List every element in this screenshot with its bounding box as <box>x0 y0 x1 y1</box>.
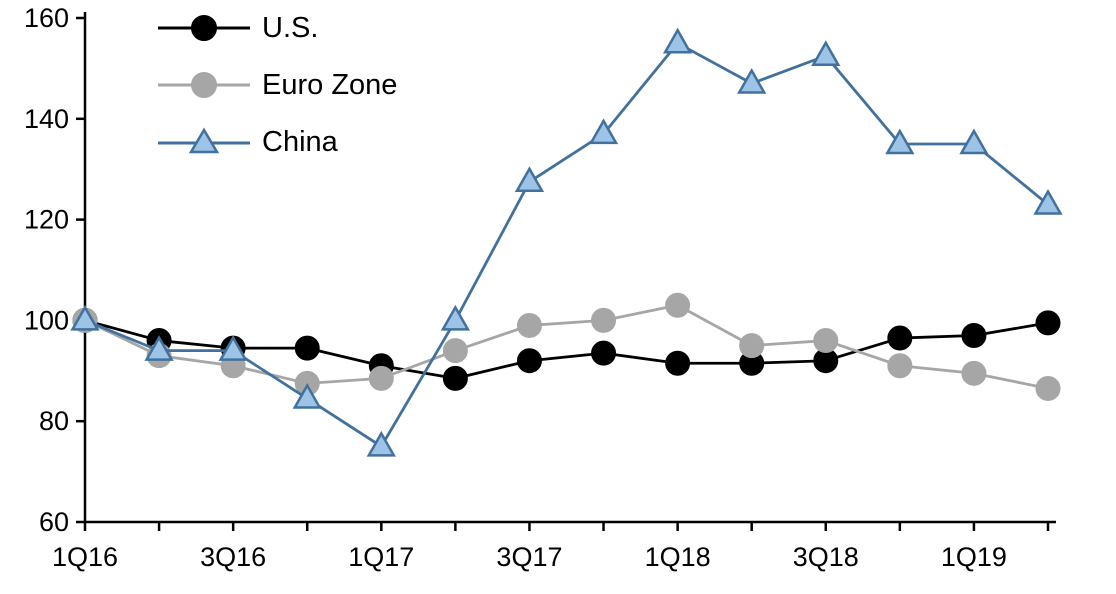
legend-label-us: U.S. <box>262 11 319 44</box>
y-axis-tick-label: 100 <box>24 305 69 335</box>
data-point-marker <box>961 360 987 386</box>
y-axis-tick-label: 120 <box>24 205 69 235</box>
legend-label-china: China <box>262 125 338 158</box>
y-axis-tick-label: 140 <box>24 104 69 134</box>
us-series-marker-icon <box>158 15 250 41</box>
data-point-marker <box>1033 188 1063 215</box>
x-axis-tick-label: 3Q16 <box>200 542 266 572</box>
series-line-euro-zone <box>84 303 1049 390</box>
data-point-marker <box>885 128 915 155</box>
data-point-marker <box>292 382 322 409</box>
data-point-marker <box>514 166 545 193</box>
data-point-marker <box>887 353 913 379</box>
data-point-marker <box>144 335 174 361</box>
data-point-marker <box>588 118 619 145</box>
data-point-marker <box>739 333 765 359</box>
legend-item-us: U.S. <box>158 10 397 46</box>
data-point-marker <box>70 304 100 331</box>
legend-item-eurozone: Euro Zone <box>158 67 397 103</box>
data-point-marker <box>591 340 617 366</box>
x-axis-tick-label: 3Q17 <box>496 542 562 572</box>
data-point-marker <box>961 323 987 349</box>
data-point-marker <box>1035 375 1061 401</box>
data-point-marker <box>959 128 989 155</box>
data-point-marker <box>516 348 542 374</box>
data-point-marker <box>665 350 691 376</box>
y-axis-tick-label: 60 <box>39 507 69 537</box>
data-point-marker <box>662 27 693 54</box>
data-point-marker <box>737 67 767 94</box>
x-axis-tick-label: 1Q18 <box>645 542 711 572</box>
x-axis-tick-label: 1Q16 <box>52 542 118 572</box>
data-point-marker <box>813 328 839 354</box>
data-point-marker <box>294 335 320 361</box>
data-point-marker <box>811 40 841 67</box>
legend-item-china: China <box>158 124 397 160</box>
data-point-marker <box>1035 310 1061 336</box>
y-axis-tick-label: 80 <box>39 406 69 436</box>
chart-legend: U.S. Euro Zone China <box>158 10 397 160</box>
y-axis-tick-label: 160 <box>24 3 69 33</box>
legend-label-eurozone: Euro Zone <box>262 68 398 101</box>
data-point-marker <box>440 304 471 331</box>
china-series-marker-icon <box>158 127 250 154</box>
data-point-marker <box>218 335 248 361</box>
x-axis-tick-label: 1Q17 <box>348 542 414 572</box>
data-point-marker <box>442 338 468 364</box>
x-axis-tick-label: 1Q19 <box>941 542 1007 572</box>
data-point-marker <box>887 325 913 351</box>
data-point-marker <box>516 312 542 338</box>
x-axis-tick-label: 3Q18 <box>793 542 859 572</box>
data-point-marker <box>665 292 691 318</box>
data-point-marker <box>591 307 617 333</box>
data-point-marker <box>368 365 394 391</box>
data-point-marker <box>366 430 396 457</box>
data-point-marker <box>442 365 468 391</box>
eurozone-series-marker-icon <box>158 72 250 98</box>
